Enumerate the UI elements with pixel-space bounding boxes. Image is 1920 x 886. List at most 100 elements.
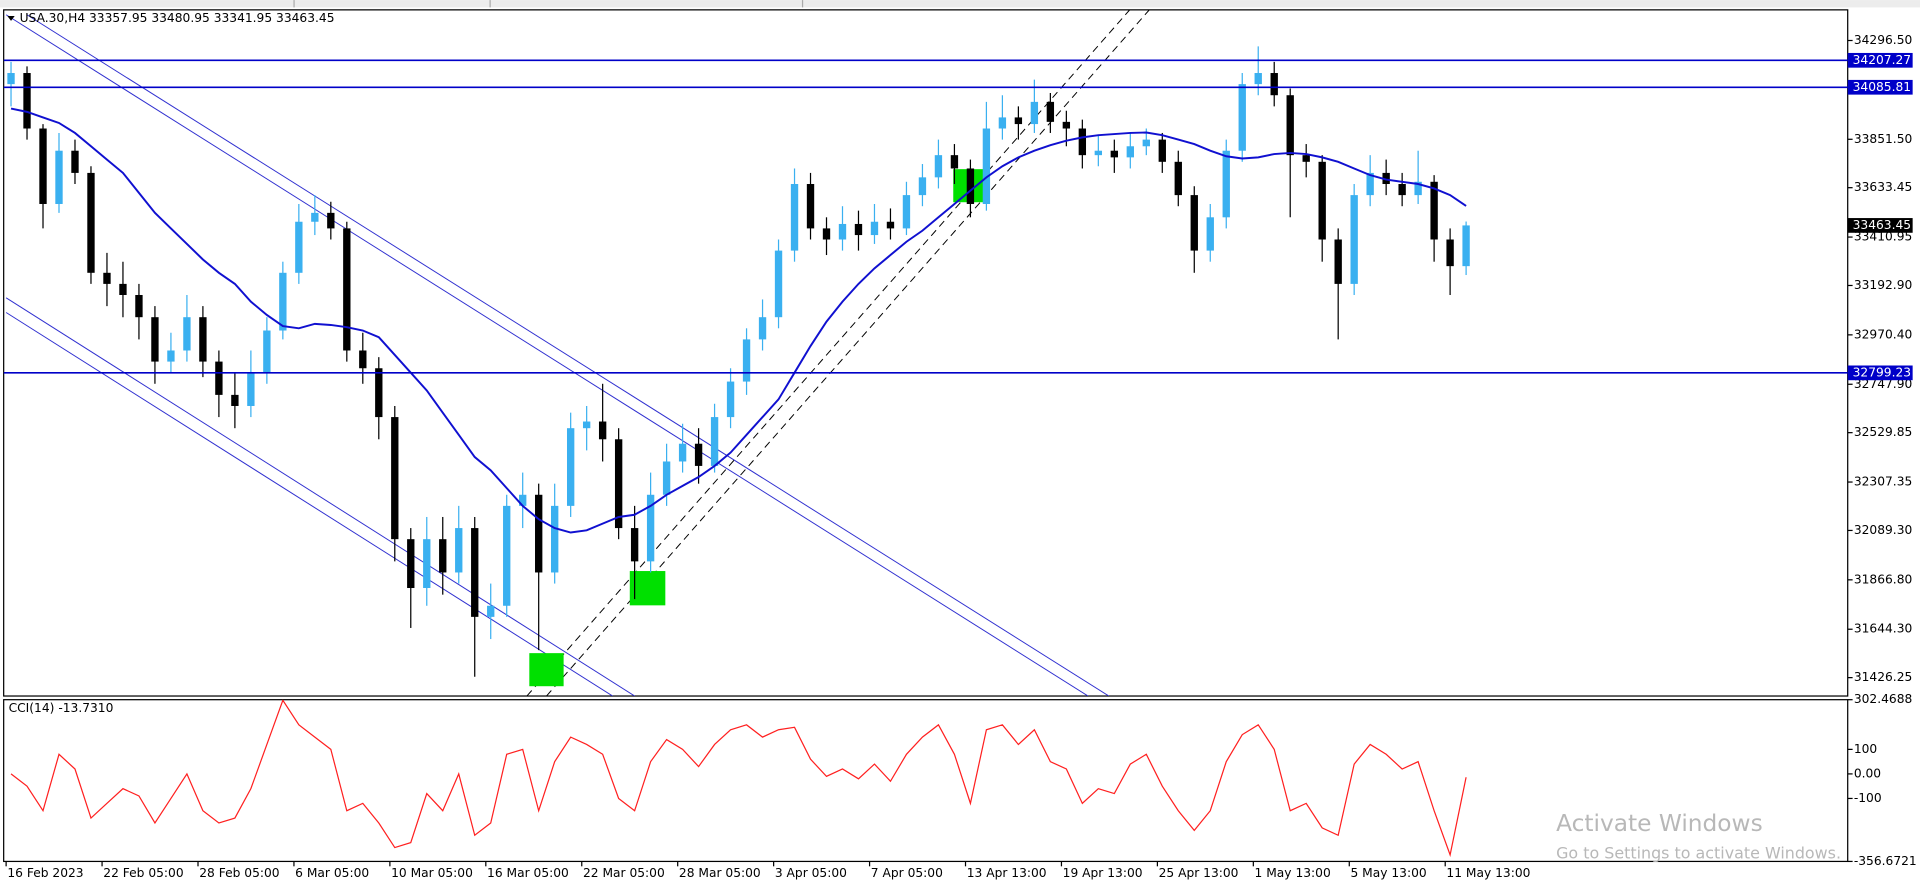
candle-body [1206,217,1214,251]
x-tick-label: 13 Apr 13:00 [967,866,1047,880]
candle-body [758,317,767,340]
candle-body [1318,161,1326,240]
x-tick-label: 22 Feb 05:00 [103,866,183,880]
candle-body [870,221,879,236]
candle-body [87,172,95,273]
y-tick-label: 32307.35 [1854,475,1912,489]
candle-body [39,128,47,204]
candle-body [678,443,687,462]
candle-body [934,155,943,178]
candle-body [918,177,927,196]
candle-body [1078,128,1087,156]
candle-body [167,350,175,362]
candle-body [1446,239,1454,267]
y-tick-label: 33633.45 [1854,180,1912,194]
y-tick-label: 33410.95 [1854,230,1912,244]
candle-body [598,421,607,440]
y-tick-label: 32089.30 [1854,523,1912,537]
candle-body [71,150,79,173]
candle-body [295,221,303,273]
candle-body [439,539,447,573]
candle-body [1046,101,1055,122]
candle-body [1014,117,1023,125]
candle-body [1254,73,1262,85]
level-label: 32799.23 [1853,365,1911,379]
candle-body [1030,101,1039,125]
candle-body [247,372,255,406]
candle-body [279,272,287,331]
candle-body [726,381,735,418]
candle-body [1286,95,1294,156]
y-tick-label: 31866.80 [1854,572,1912,586]
level-label: 34207.27 [1853,53,1911,67]
candle-body [982,128,991,204]
candle-body [710,417,719,466]
candle-body [423,539,431,589]
signal-marker [629,571,666,606]
candle-body [551,505,559,573]
candle-body [151,317,159,362]
candle-body [487,605,495,617]
symbol-info: USA.30,H4 33357.95 33480.95 33341.95 334… [20,11,335,25]
channel-line [5,312,613,697]
candle-body [966,168,975,204]
candle-body [23,73,31,129]
price-plot [3,46,1848,677]
candle-body [455,528,463,573]
watermark-title: Activate Windows [1556,810,1763,837]
y-tick-label: 31644.30 [1854,622,1912,636]
candle-body [1366,172,1374,196]
y-tick-label: 32747.90 [1854,377,1912,391]
candle-body [646,494,655,562]
candle-body [774,250,783,318]
channel-line [5,14,1089,697]
y-tick-label: 33192.90 [1854,278,1912,292]
y-tick-label: 33851.50 [1854,132,1912,146]
candle-body [391,417,399,540]
x-tick-label: 5 May 13:00 [1350,866,1426,880]
candle-body [950,155,959,169]
candle-body [535,494,543,573]
candle-body [359,350,367,369]
candle-body [998,117,1007,129]
y-tick-label: 34296.50 [1854,33,1912,47]
candle-body [822,228,831,240]
moving-average [10,107,1467,534]
candle-body [1142,139,1150,147]
candle-body [630,528,639,562]
y-tick-label: 31426.25 [1854,670,1912,684]
level-label-box [1847,79,1913,95]
cci-panel-frame [3,699,1849,863]
x-tick-label: 28 Feb 05:00 [199,866,279,880]
candle-body [407,539,415,589]
cci-line [10,699,1467,858]
candle-body [1398,184,1406,196]
x-tick-label: 25 Apr 13:00 [1159,866,1239,880]
candle-body [471,528,479,617]
candle-body [231,394,239,406]
y-tick-label: 32529.85 [1854,425,1912,439]
candle-body [742,339,751,382]
candle-body [694,443,703,466]
candle-body [327,212,335,229]
candle-body [1238,84,1246,151]
candle-body [662,461,671,495]
candle-body [1430,181,1438,240]
candle-body [1126,146,1134,158]
x-tick-label: 16 Mar 05:00 [487,866,569,880]
x-tick-label: 19 Apr 13:00 [1063,866,1143,880]
candle-body [566,428,575,506]
x-tick-label: 28 Mar 05:00 [679,866,761,880]
candle-body [1270,73,1278,96]
x-tick-label: 1 May 13:00 [1255,866,1331,880]
candle-body [215,361,223,395]
y-tick-label: 302.4688 [1854,692,1912,706]
candle-body [790,184,799,251]
candle-body [614,439,623,529]
candle-body [838,223,847,240]
candle-body [135,294,143,318]
x-tick-label: 7 Apr 05:00 [871,866,943,880]
candle-body [519,494,527,506]
trend-line [526,9,1131,697]
